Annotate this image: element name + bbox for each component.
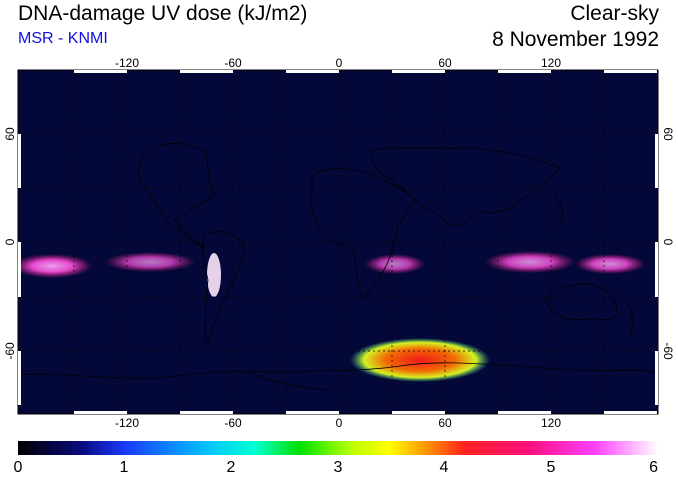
date-label: 8 November 1992 xyxy=(492,28,659,51)
lon-tick-top: -120 xyxy=(114,56,140,70)
colorbar-label: 4 xyxy=(439,459,449,476)
colorbar-label: 5 xyxy=(546,459,556,476)
graticule xyxy=(18,70,658,414)
colorbar-label: 0 xyxy=(13,459,23,476)
lon-tick-bottom: -60 xyxy=(224,416,242,430)
lon-tick-bottom: -120 xyxy=(114,416,140,430)
map-title: DNA-damage UV dose (kJ/m2) xyxy=(18,2,308,25)
lon-tick-bottom: 0 xyxy=(335,416,343,430)
map-frame xyxy=(17,69,659,415)
colorbar-label: 1 xyxy=(119,459,129,476)
colorbar xyxy=(18,441,658,455)
lon-tick-bottom: 60 xyxy=(438,416,452,430)
lon-tick-top: 60 xyxy=(438,56,452,70)
lon-tick-top: 0 xyxy=(335,56,343,70)
lon-tick-bottom: 120 xyxy=(540,416,562,430)
data-source-label: MSR - KNMI xyxy=(18,30,108,47)
coastlines xyxy=(19,143,658,391)
colorbar-label: 6 xyxy=(649,459,658,476)
sky-condition-label: Clear-sky xyxy=(570,2,659,25)
colorbar-label: 2 xyxy=(226,459,236,476)
lon-tick-top: -60 xyxy=(224,56,242,70)
colorbar-label: 3 xyxy=(333,459,343,476)
lon-tick-top: 120 xyxy=(540,56,562,70)
